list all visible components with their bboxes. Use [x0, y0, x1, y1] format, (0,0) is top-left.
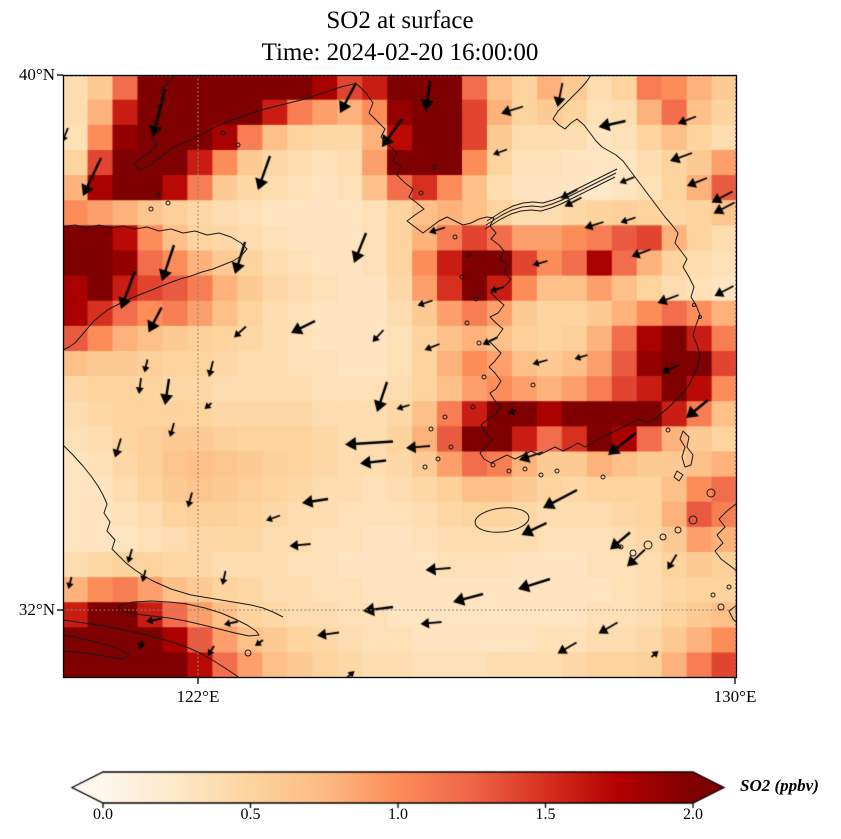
small-island — [538, 472, 544, 478]
small-island — [244, 649, 252, 657]
coastline-shandong — [62, 224, 248, 351]
small-island — [155, 192, 161, 198]
small-island — [659, 533, 667, 541]
small-island — [506, 468, 512, 474]
chart-subtitle: Time: 2024-02-20 16:00:00 — [261, 39, 539, 66]
small-island — [418, 190, 424, 196]
small-island — [448, 444, 454, 450]
small-island — [165, 200, 171, 206]
colorbar-tick-1: 1.0 — [388, 806, 408, 823]
coastline-hangzhou — [62, 634, 130, 660]
map-overlay-svg — [57, 74, 738, 684]
xtick-122e: 122°E — [176, 687, 220, 706]
small-island — [422, 464, 428, 470]
small-island — [643, 540, 653, 550]
small-island — [148, 206, 154, 212]
small-island — [629, 549, 637, 557]
small-island — [481, 374, 487, 380]
river-line — [485, 172, 617, 226]
small-island — [706, 488, 716, 498]
island-tsushima2 — [673, 470, 684, 482]
small-island — [473, 296, 479, 302]
river-line — [484, 176, 616, 230]
island-chongming — [117, 600, 260, 637]
so2-heatmap-canvas — [63, 75, 737, 678]
small-island — [665, 427, 671, 433]
small-island — [235, 142, 241, 148]
island-tsushima — [679, 430, 694, 468]
small-island — [452, 234, 458, 240]
coastline-kyushu2 — [728, 604, 738, 624]
small-island — [710, 592, 716, 598]
small-island — [674, 526, 682, 534]
small-island — [459, 274, 465, 280]
river-line — [486, 168, 618, 222]
small-island — [476, 340, 482, 346]
title-block: SO2 at surface Time: 2024-02-20 16:00:00 — [63, 5, 737, 69]
xtick-130e: 130°E — [713, 687, 757, 706]
coastline-kyushu — [714, 502, 738, 572]
small-island — [530, 382, 536, 388]
colorbar-tick-2: 2.0 — [683, 806, 703, 823]
chart-title: SO2 at surface — [326, 7, 474, 34]
small-island — [522, 466, 528, 472]
small-island — [688, 515, 698, 525]
small-island — [698, 315, 702, 319]
ytick-40n: 40°N — [18, 65, 55, 84]
map-plot-area — [57, 74, 738, 684]
ytick-32n: 32°N — [18, 600, 55, 619]
colorbar-tick-0: 0.0 — [93, 806, 113, 823]
colorbar-tick-1-5: 1.5 — [535, 806, 556, 823]
small-island — [554, 468, 560, 474]
small-island — [428, 426, 434, 432]
coastline-south_bank — [62, 619, 241, 679]
small-island — [717, 603, 725, 611]
small-island — [220, 130, 226, 136]
small-island — [726, 584, 732, 590]
small-island — [442, 414, 448, 420]
colorbar — [66, 770, 730, 810]
coastline-liaodong — [134, 74, 359, 171]
colorbar-label: SO2 (ppbv) — [740, 776, 819, 796]
small-island — [432, 164, 438, 170]
small-island — [435, 456, 441, 462]
small-island — [692, 303, 696, 307]
coastline-jiangsu_north — [62, 444, 284, 618]
small-island — [466, 252, 472, 258]
small-island — [490, 462, 496, 468]
jeju-island — [474, 507, 530, 533]
colorbar-tick-0-5: 0.5 — [240, 806, 261, 823]
coastline-korea — [357, 74, 701, 464]
small-island — [464, 320, 470, 326]
small-island — [600, 474, 606, 480]
small-island — [470, 404, 476, 410]
small-island — [618, 544, 624, 550]
